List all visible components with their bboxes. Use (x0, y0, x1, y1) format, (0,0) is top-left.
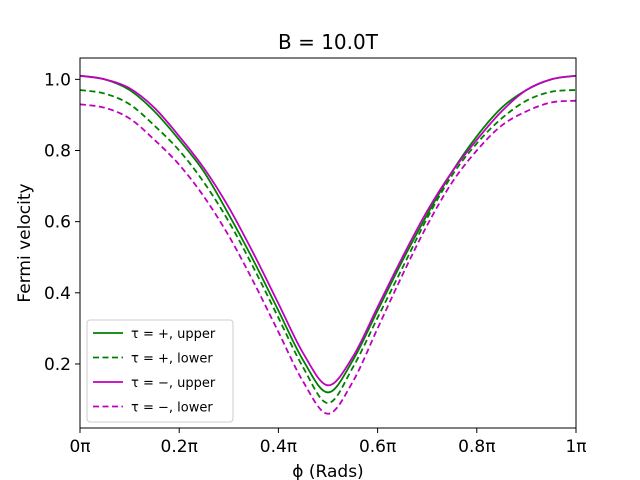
chart-title: B = 10.0T (278, 30, 379, 54)
series-layer (79, 74, 577, 415)
legend-label-2: τ = +, lower (131, 352, 213, 367)
y-tick-label: 0.6 (44, 213, 71, 233)
x-tick-label: 0.4π (260, 437, 297, 457)
x-tick-label: 0π (69, 437, 90, 457)
y-tick-label: 0.2 (44, 355, 71, 375)
y-tick-label: 1.0 (44, 70, 71, 90)
legend-label-3: τ = −, upper (131, 376, 216, 391)
x-axis: 0π 0.2π 0.4π 0.6π 0.8π 1π (69, 428, 587, 457)
legend-label-1: τ = +, upper (131, 327, 216, 342)
y-axis-label: Fermi velocity (15, 183, 35, 302)
series-line-4 (79, 99, 577, 415)
x-tick-label: 1π (565, 437, 586, 457)
y-tick-label: 0.4 (44, 284, 71, 304)
y-tick-label: 0.8 (44, 142, 71, 162)
x-tick-label: 0.8π (458, 437, 495, 457)
y-axis: 0.2 0.4 0.6 0.8 1.0 (44, 70, 80, 375)
x-tick-label: 0.2π (161, 437, 198, 457)
legend: τ = +, upper τ = +, lower τ = −, upper τ = … (86, 319, 234, 423)
series-line-1 (79, 74, 577, 394)
series-line-3 (79, 74, 577, 387)
legend-box (86, 319, 234, 423)
x-tick-label: 0.6π (359, 437, 396, 457)
series-line-2 (79, 89, 577, 405)
legend-label-4: τ = −, lower (131, 401, 213, 416)
plot-frame (79, 57, 577, 429)
x-axis-label: ϕ (Rads) (292, 462, 363, 480)
